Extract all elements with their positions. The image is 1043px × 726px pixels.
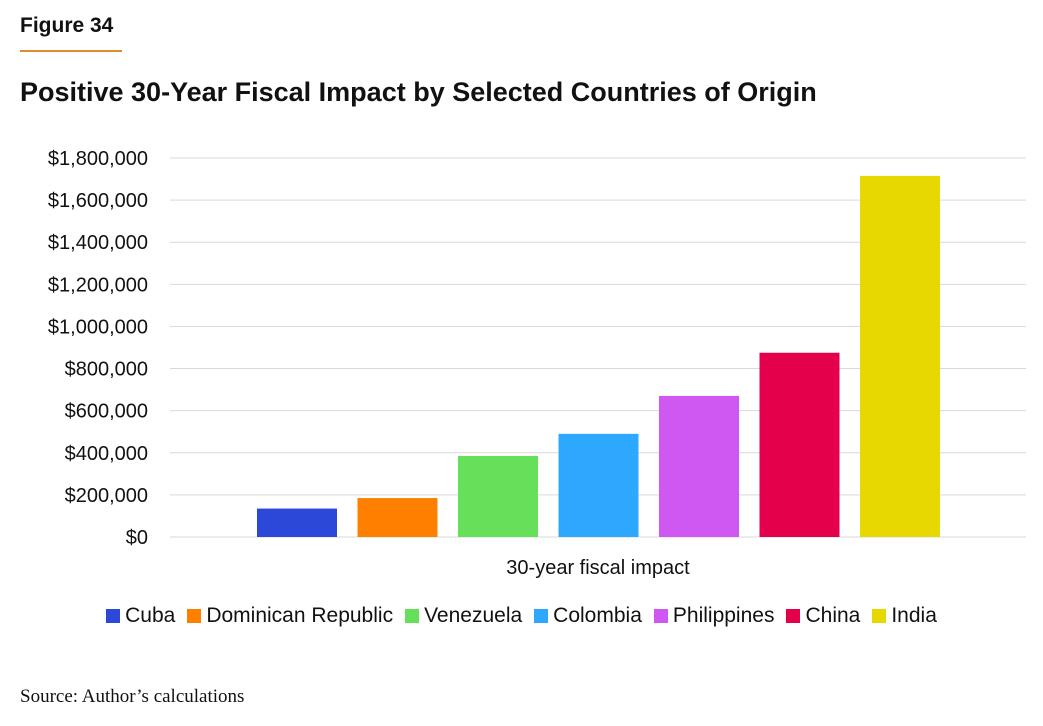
legend-swatch [786,609,801,623]
y-tick-label: $600,000 [65,401,148,423]
legend-swatch [534,609,549,623]
legend-item: Philippines [653,604,775,628]
figure-label-underline [20,50,122,52]
legend-swatch [653,609,668,623]
legend-swatch [405,609,420,623]
legend-item: Cuba [106,604,175,628]
legend-label: Philippines [672,604,775,627]
legend-label: India [891,604,937,627]
chart-title: Positive 30-Year Fiscal Impact by Select… [20,77,817,107]
y-tick-label: $1,800,000 [48,148,148,170]
bar-india [860,175,940,537]
legend: Cuba Dominican Republic Venezuela Colombia P… [0,604,1043,628]
y-tick-label: $1,400,000 [48,232,148,254]
y-tick-label: $800,000 [65,359,148,381]
legend-item: India [872,604,937,628]
legend-item: China [786,604,860,628]
legend-item: Dominican Republic [187,604,393,628]
bar-china [759,352,840,537]
y-tick-label: $200,000 [65,485,148,507]
bar-dominican-republic [357,498,438,537]
source-note: Source: Author’s calculations [20,686,245,707]
bar-cuba [257,508,337,537]
y-tick-label: $1,200,000 [48,274,148,296]
legend-label: Venezuela [424,604,523,627]
legend-swatch [106,609,121,623]
y-tick-label: $1,600,000 [48,190,148,212]
x-axis-label: 30-year fiscal impact [506,557,690,579]
legend-label: Dominican Republic [206,604,394,627]
legend-swatch [872,609,887,623]
legend-item: Venezuela [405,604,522,628]
legend-label: Cuba [125,604,176,627]
bar-philippines [659,395,739,537]
figure-label: Figure 34 [20,14,114,37]
legend-swatch [187,609,202,623]
bar-chart: $0 $200,000 $400,000 $600,000 $800,000 $1,000… [48,148,1026,579]
y-tick-label: $1,000,000 [48,316,148,338]
bars [257,175,940,537]
bar-venezuela [458,455,538,537]
y-tick-label: $0 [126,527,148,549]
y-axis-ticks: $0 $200,000 $400,000 $600,000 $800,000 $1,000… [48,148,148,549]
legend-label: Colombia [553,604,642,627]
legend-item: Colombia [534,604,642,628]
legend-label: China [805,604,861,627]
bar-colombia [558,433,639,537]
y-tick-label: $400,000 [65,443,148,465]
